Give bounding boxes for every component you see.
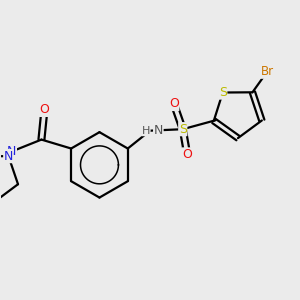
Text: O: O (169, 98, 179, 110)
Text: O: O (182, 148, 192, 161)
Text: S: S (219, 86, 227, 99)
Text: N: N (4, 150, 13, 163)
Text: N: N (154, 124, 163, 137)
Text: H: H (142, 126, 150, 136)
Text: S: S (179, 123, 187, 136)
Text: N: N (7, 145, 16, 158)
Text: O: O (40, 103, 49, 116)
Text: Br: Br (261, 65, 274, 78)
